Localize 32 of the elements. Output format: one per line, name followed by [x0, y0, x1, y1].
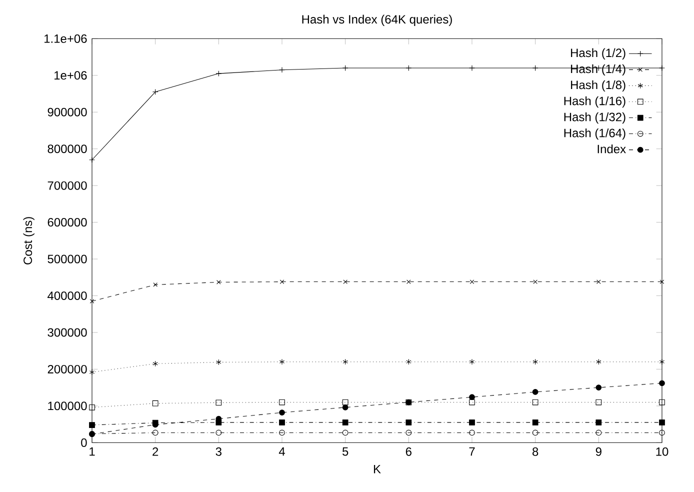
- y-tick-label: 900000: [48, 108, 87, 116]
- y-tick-label: 300000: [48, 328, 87, 337]
- x-tick-label: 6: [406, 447, 412, 456]
- x-tick-label: 7: [469, 447, 475, 456]
- x-tick-label: 2: [152, 447, 158, 456]
- y-tick-label: 1e+06: [54, 71, 87, 80]
- legend-label: Hash (1/64): [564, 128, 626, 140]
- y-tick-label: 800000: [48, 144, 87, 154]
- x-tick-label: 4: [278, 447, 285, 456]
- y-tick-label: 400000: [48, 291, 87, 300]
- x-tick-label: 3: [216, 447, 222, 456]
- legend-label: Hash (1/16): [564, 96, 626, 108]
- chart-title: Hash vs Index (64K queries): [302, 14, 452, 26]
- y-tick-label: 200000: [48, 364, 87, 374]
- x-tick-label: 5: [342, 447, 348, 456]
- x-tick-label: 9: [596, 447, 602, 456]
- x-tick-label: 10: [656, 447, 668, 456]
- x-axis-title: K: [374, 465, 381, 474]
- legend-label: Hash (1/8): [571, 80, 626, 92]
- legend-label: Index: [598, 144, 626, 154]
- y-tick-label: 0: [81, 438, 87, 447]
- legend-label: Hash (1/32): [564, 112, 626, 124]
- x-tick-label: 8: [532, 447, 538, 456]
- legend-label: Hash (1/4): [571, 64, 626, 76]
- y-tick-label: 500000: [48, 254, 87, 264]
- y-tick-label: 600000: [48, 218, 87, 227]
- y-tick-label: 1.1e+06: [44, 34, 87, 43]
- x-tick-label: 1: [90, 447, 95, 456]
- y-axis-title: Cost (ns): [23, 217, 34, 264]
- y-tick-label: 100000: [48, 402, 87, 410]
- y-tick-label: 700000: [48, 181, 87, 190]
- legend-label: Hash (1/2): [571, 48, 626, 60]
